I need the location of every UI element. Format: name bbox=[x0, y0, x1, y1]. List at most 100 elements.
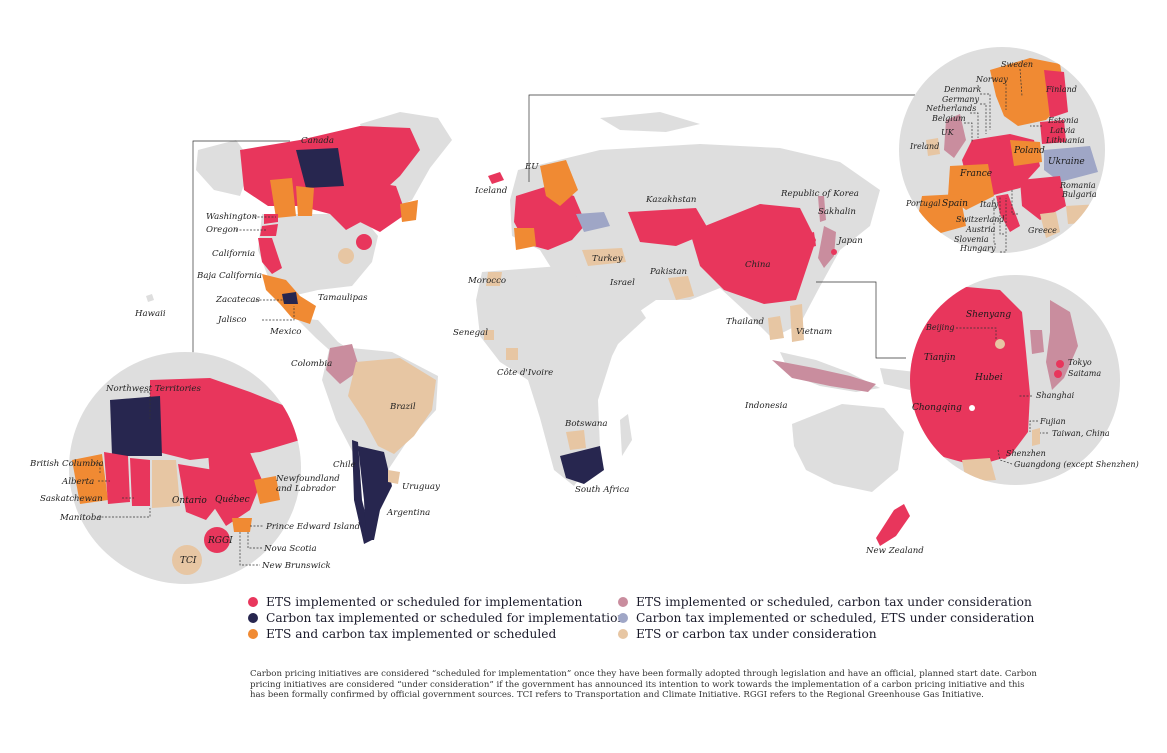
inset-rggi-circle bbox=[204, 527, 230, 553]
region-china bbox=[690, 204, 816, 304]
label-turkey: Turkey bbox=[592, 254, 623, 264]
inset-label-nl2: and Labrador bbox=[276, 484, 336, 494]
label-israel: Israel bbox=[609, 278, 635, 288]
legend-item-tax: Carbon tax implemented or scheduled for … bbox=[248, 611, 625, 625]
land-arctic-islands bbox=[600, 112, 700, 132]
leader-lines bbox=[192, 94, 915, 359]
inset-beijing-dot bbox=[995, 339, 1005, 349]
inset-label-uk: UK bbox=[941, 128, 955, 137]
legend-label-ets: ETS implemented or scheduled for impleme… bbox=[266, 595, 583, 609]
region-korea bbox=[806, 232, 816, 248]
inset-label-rggi: RGGI bbox=[207, 536, 233, 546]
region-iceland bbox=[488, 172, 504, 184]
land-arabia bbox=[590, 280, 646, 344]
inset-label-estonia: Estonia bbox=[1047, 116, 1079, 125]
inset-label-nl1: Newfoundland bbox=[275, 474, 340, 484]
label-canada: Canada bbox=[301, 136, 334, 146]
inset-label-norway: Norway bbox=[975, 75, 1008, 84]
inset-label-shenyang: Shenyang bbox=[966, 310, 1011, 320]
inset-label-taiwan: Taiwan, China bbox=[1052, 429, 1110, 438]
label-tamaulipas: Tamaulipas bbox=[318, 293, 368, 303]
inset-label-manitoba: Manitoba bbox=[59, 513, 101, 523]
region-indonesia bbox=[772, 360, 876, 392]
inset-ireland bbox=[926, 138, 940, 156]
label-china: China bbox=[745, 260, 771, 270]
inset-label-sask: Saskatchewan bbox=[40, 494, 103, 504]
inset-baltics bbox=[1040, 120, 1066, 144]
inset-label-italy: Italy bbox=[979, 200, 999, 209]
inset-label-ireland: Ireland bbox=[909, 142, 939, 151]
legend-item-consider: ETS or carbon tax under consideration bbox=[618, 627, 877, 641]
inset-shanghai-dot bbox=[1013, 393, 1019, 399]
region-europe-nordics bbox=[540, 160, 578, 206]
label-south-africa: South Africa bbox=[575, 485, 629, 495]
main-map-labels: Canada Washington Oregon California Baja… bbox=[134, 136, 924, 556]
region-senegal bbox=[484, 330, 494, 340]
inset-label-netherlands: Netherlands bbox=[925, 104, 976, 113]
inset-saskatchewan bbox=[130, 458, 150, 506]
region-argentina bbox=[358, 446, 392, 540]
region-new-zealand bbox=[876, 504, 910, 546]
inset-label-fujian: Fujian bbox=[1039, 417, 1066, 426]
legend-label-consider: ETS or carbon tax under consideration bbox=[636, 627, 877, 641]
legend-label-tax-ets-consider: Carbon tax implemented or scheduled, ETS… bbox=[636, 611, 1035, 625]
inset-poland bbox=[1010, 140, 1042, 166]
inset-balkans bbox=[1020, 176, 1066, 220]
inset-label-hungary: Hungary bbox=[959, 244, 996, 253]
inset-label-nb: New Brunswick bbox=[261, 561, 331, 571]
region-thailand bbox=[768, 316, 784, 340]
inset-turkey bbox=[1066, 204, 1102, 224]
region-canada-alberta bbox=[296, 186, 314, 216]
inset-label-france: France bbox=[959, 169, 992, 179]
legend-label-ets-tax-consider: ETS implemented or scheduled, carbon tax… bbox=[636, 595, 1032, 609]
inset-alberta bbox=[104, 452, 130, 504]
region-chile bbox=[352, 440, 372, 544]
inset-label-tokyo: Tokyo bbox=[1068, 358, 1092, 367]
priced-jurisdictions bbox=[146, 126, 910, 546]
inset-label-romania: Romania bbox=[1059, 181, 1096, 190]
region-canada-atlantic bbox=[400, 200, 418, 222]
inset-label-tci: TCI bbox=[180, 556, 197, 566]
inset-label-pei: Prince Edward Island bbox=[265, 522, 361, 532]
inset-label-portugal: Portugal bbox=[905, 199, 941, 208]
legend-label-ets-and-tax: ETS and carbon tax implemented or schedu… bbox=[266, 627, 557, 641]
inset-japan bbox=[1046, 300, 1078, 390]
land-africa bbox=[476, 266, 630, 486]
label-new-zealand: New Zealand bbox=[865, 546, 924, 556]
region-morocco bbox=[486, 272, 502, 286]
asia-inset: Shenyang Beijing Tianjin Hubei Chongqing… bbox=[910, 275, 1139, 485]
inset-label-switzerland: Switzerland bbox=[956, 215, 1004, 224]
label-jalisco: Jalisco bbox=[216, 315, 246, 325]
region-california bbox=[258, 238, 282, 274]
land-alaska bbox=[196, 140, 252, 196]
inset-finland bbox=[1044, 70, 1068, 118]
inset-label-quebec: Québec bbox=[215, 494, 250, 505]
region-washington bbox=[264, 214, 278, 224]
legend-label-tax: Carbon tax implemented or scheduled for … bbox=[266, 611, 626, 625]
region-turkey bbox=[582, 248, 626, 266]
label-korea: Republic of Korea bbox=[780, 189, 859, 199]
label-botswana: Botswana bbox=[564, 419, 608, 429]
inset-label-austria: Austria bbox=[965, 225, 996, 234]
inset-korea bbox=[1030, 330, 1044, 354]
label-indonesia: Indonesia bbox=[744, 401, 788, 411]
region-canada-bc bbox=[270, 178, 296, 218]
label-uruguay: Uruguay bbox=[402, 482, 440, 492]
region-canada-nwt bbox=[296, 148, 344, 188]
region-canada-quebec bbox=[360, 180, 406, 232]
legend-swatch-ets-and-tax bbox=[248, 629, 258, 639]
inset-bc bbox=[72, 454, 108, 504]
inset-label-ontario: Ontario bbox=[172, 496, 207, 506]
inset-label-spain: Spain bbox=[942, 199, 968, 209]
inset-taiwan bbox=[1032, 428, 1040, 446]
inset-quebec bbox=[208, 448, 262, 526]
land-madagascar bbox=[620, 414, 632, 456]
legend-swatch-tax-ets-consider bbox=[618, 613, 628, 623]
label-cote: Côte d'Ivoire bbox=[497, 367, 553, 378]
label-brazil: Brazil bbox=[389, 402, 416, 412]
legend-swatch-consider bbox=[618, 629, 628, 639]
legend-swatch-tax bbox=[248, 613, 258, 623]
inset-label-alberta: Alberta bbox=[61, 477, 94, 487]
legend-item-tax-ets-consider: Carbon tax implemented or scheduled, ETS… bbox=[618, 611, 1034, 625]
